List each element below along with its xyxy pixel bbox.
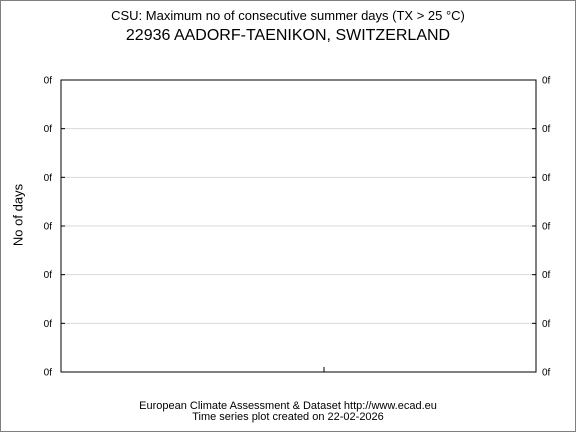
y-ticks: 0f 0f 0f 0f 0f 0f 0f 0f 0f 0f 0f 0f 0f 0f — [44, 76, 551, 379]
y-tick-label-left: 0f — [44, 319, 53, 330]
y-tick-label-right: 0f — [542, 124, 551, 135]
y-tick-label-left: 0f — [44, 222, 53, 233]
y-tick-label-right: 0f — [542, 222, 551, 233]
y-tick-label-right: 0f — [542, 368, 551, 379]
y-tick-label-right: 0f — [542, 76, 551, 87]
y-tick-label-left: 0f — [44, 270, 53, 281]
y-tick-label-right: 0f — [542, 173, 551, 184]
y-tick-label-right: 0f — [542, 270, 551, 281]
footer-created: Time series plot created on 22-02-2026 — [192, 411, 384, 423]
y-tick-label-left: 0f — [44, 173, 53, 184]
footer-source: European Climate Assessment & Dataset ht… — [139, 400, 437, 412]
chart-subtitle: 22936 AADORF-TAENIKON, SWITZERLAND — [125, 27, 451, 44]
y-tick-label-left: 0f — [44, 76, 53, 87]
chart-title: CSU: Maximum no of consecutive summer da… — [111, 8, 465, 23]
y-tick-label-left: 0f — [44, 124, 53, 135]
grid-lines — [61, 128, 536, 324]
y-tick-label-right: 0f — [542, 319, 551, 330]
y-tick-label-left: 0f — [44, 368, 53, 379]
